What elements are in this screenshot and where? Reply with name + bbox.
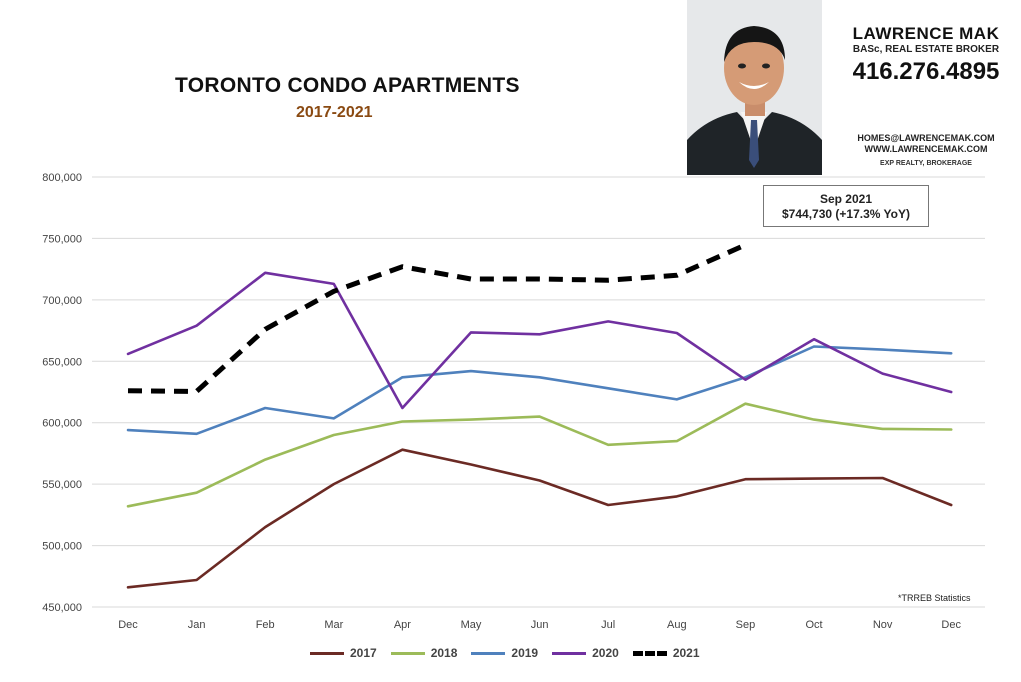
- agent-website[interactable]: WWW.LAWRENCEMAK.COM: [864, 144, 988, 154]
- sep-2021-callout: Sep 2021 $744,730 (+17.3% YoY): [763, 185, 929, 227]
- y-tick-label: 500,000: [42, 541, 82, 553]
- source-footnote: *TRREB Statistics: [898, 593, 971, 603]
- x-tick-label: Jul: [601, 619, 615, 631]
- callout-date: Sep 2021: [819, 192, 873, 206]
- agent-brokerage: EXP REALTY, BROKERAGE: [880, 160, 972, 167]
- series-line-2017: [126, 448, 953, 589]
- agent-email[interactable]: HOMES@LAWRENCEMAK.COM: [857, 133, 995, 143]
- legend-swatch: [390, 651, 425, 655]
- x-tick-label: Dec: [118, 619, 138, 631]
- callout-value: $744,730 (+17.3% YoY): [782, 207, 910, 221]
- x-tick-label: Dec: [941, 619, 961, 631]
- legend-item-2019: 2019: [471, 646, 538, 660]
- x-tick-label: Jun: [531, 619, 549, 631]
- legend-swatch: [310, 651, 344, 655]
- chart-gridlines: [92, 176, 985, 608]
- legend-item-2021: 2021: [632, 646, 700, 660]
- y-tick-label: 550,000: [42, 479, 82, 491]
- chart-legend: 2017 2018 2019 2020 2021: [310, 644, 700, 662]
- x-tick-label: Mar: [324, 619, 343, 631]
- chart-title: TORONTO CONDO APARTMENTS: [175, 74, 520, 97]
- legend-item-2017: 2017: [310, 646, 377, 660]
- x-tick-label: Apr: [394, 619, 411, 631]
- series-line-2018: [126, 402, 953, 508]
- legend-item-2018: 2018: [390, 646, 458, 660]
- y-tick-label: 650,000: [42, 356, 82, 368]
- legend-label: 2020: [592, 646, 619, 660]
- x-tick-label: Jan: [188, 619, 206, 631]
- agent-name: LAWRENCE MAK: [852, 24, 1000, 43]
- x-tick-label: Aug: [667, 619, 687, 631]
- legend-label: 2019: [511, 646, 539, 660]
- chart-series: [126, 242, 953, 589]
- x-tick-label: Nov: [873, 619, 893, 631]
- x-axis-tick-labels: Dec Jan Feb Mar Apr May Jun Jul Aug Sep Oct Nov Dec: [118, 619, 961, 631]
- y-tick-label: 600,000: [42, 418, 82, 430]
- series-line-2019: [126, 345, 953, 436]
- legend-swatch: [552, 651, 587, 655]
- legend-label: 2021: [672, 646, 700, 660]
- x-tick-label: Sep: [736, 619, 756, 631]
- y-tick-label: 800,000: [42, 172, 82, 184]
- legend-label: 2018: [430, 646, 458, 660]
- y-tick-label: 700,000: [42, 295, 82, 307]
- agent-photo: [687, 0, 822, 175]
- y-tick-label: 750,000: [42, 233, 82, 245]
- x-tick-label: Oct: [805, 619, 822, 631]
- x-tick-label: Feb: [256, 619, 275, 631]
- series-line-2020: [126, 271, 953, 410]
- legend-swatch: [632, 650, 667, 656]
- agent-role: BASc, REAL ESTATE BROKER: [852, 44, 1000, 55]
- agent-portrait-image: [687, 0, 822, 175]
- chart-subtitle: 2017-2021: [296, 104, 373, 121]
- agent-phone[interactable]: 416.276.4895: [852, 58, 1000, 85]
- legend-item-2020: 2020: [552, 646, 619, 660]
- series-line-2021: [127, 242, 747, 394]
- legend-label: 2017: [350, 646, 377, 660]
- legend-swatch: [471, 651, 506, 655]
- agent-contact-block: LAWRENCE MAK BASc, REAL ESTATE BROKER 41…: [836, 0, 1016, 175]
- x-tick-label: May: [461, 619, 482, 631]
- y-axis-tick-labels: 450,000 500,000 550,000 600,000 650,000 700,0…: [42, 172, 82, 614]
- y-tick-label: 450,000: [42, 602, 82, 614]
